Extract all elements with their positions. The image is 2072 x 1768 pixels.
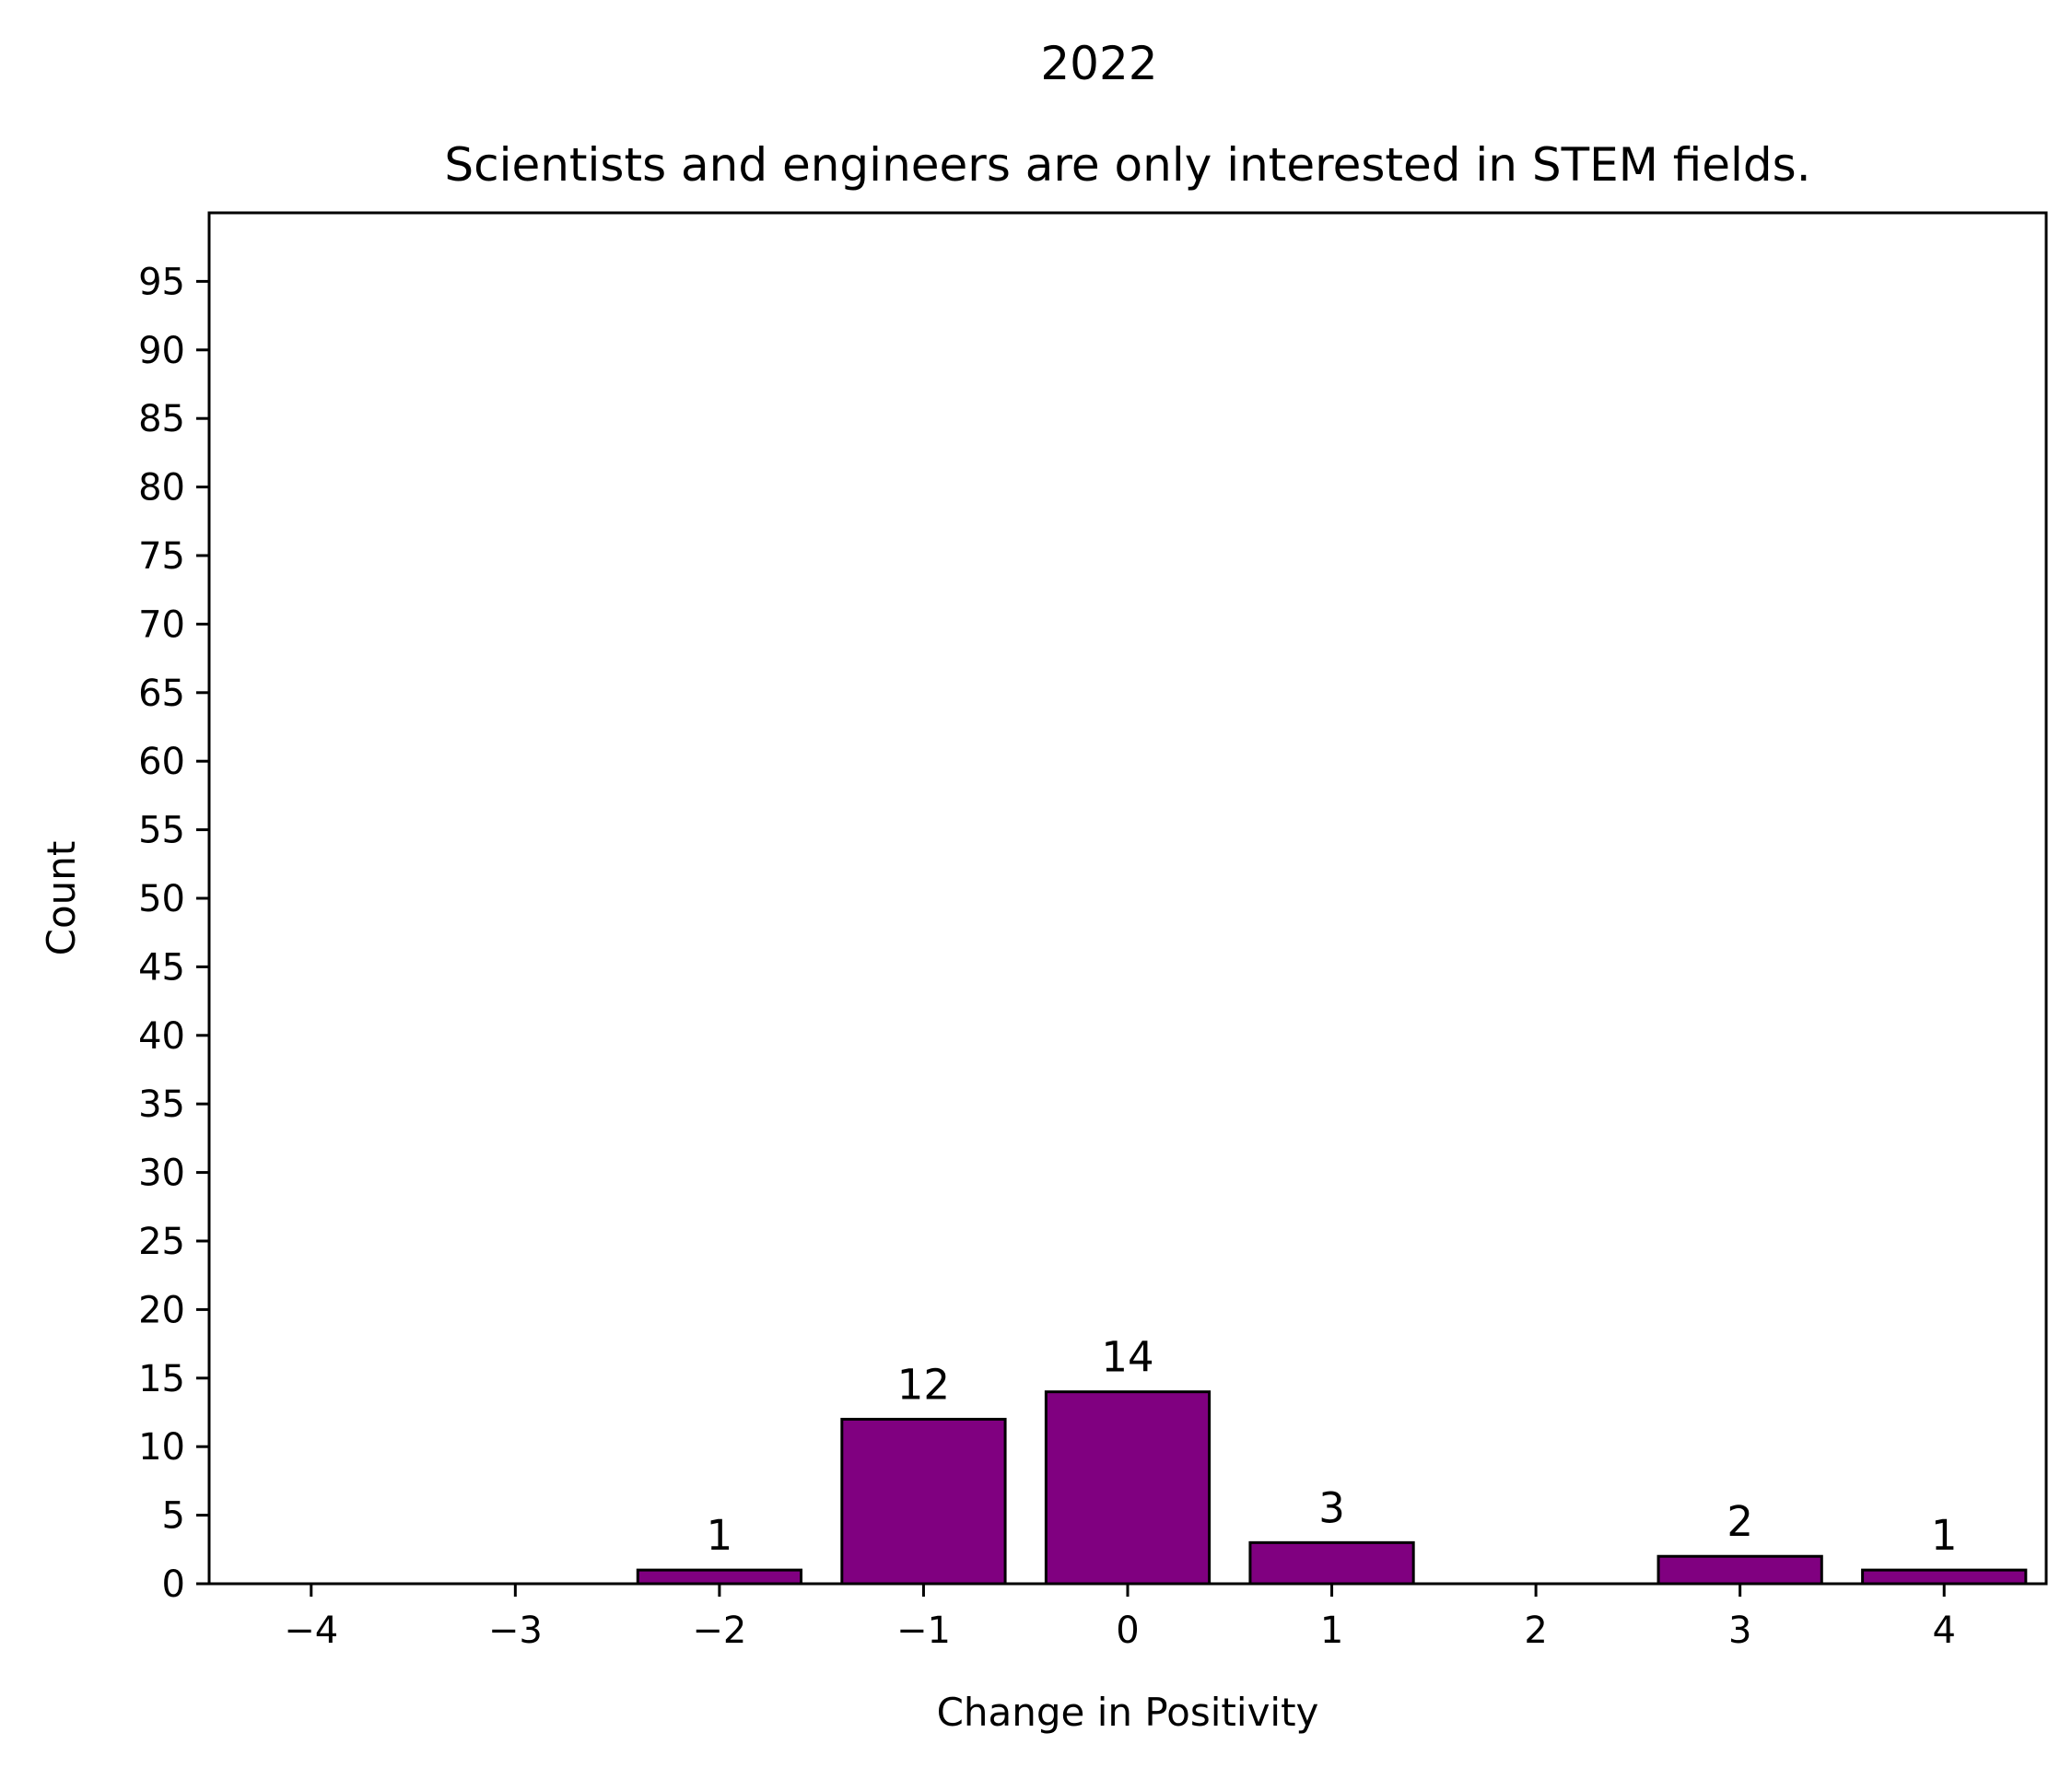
bar-data-label: 1 bbox=[1931, 1511, 1958, 1560]
bars-group bbox=[636, 1390, 2028, 1586]
x-tick-label: 4 bbox=[1932, 1610, 1955, 1652]
y-tick-label: 15 bbox=[138, 1358, 185, 1400]
y-axis-label: Count bbox=[39, 841, 84, 956]
y-tick-label: 65 bbox=[138, 673, 185, 715]
y-tick-label: 85 bbox=[138, 398, 185, 440]
x-tick-label: −4 bbox=[284, 1610, 338, 1652]
bar bbox=[1248, 1540, 1415, 1586]
x-tick-label: 0 bbox=[1116, 1610, 1139, 1652]
y-tick-label: 35 bbox=[138, 1083, 185, 1126]
bar bbox=[1044, 1390, 1212, 1586]
y-tick-label: 80 bbox=[138, 467, 185, 509]
x-tick-label: −2 bbox=[692, 1610, 746, 1652]
y-tick-label: 30 bbox=[138, 1153, 185, 1195]
y-tick-label: 25 bbox=[138, 1221, 185, 1263]
x-tick-label: 1 bbox=[1320, 1610, 1343, 1652]
bar-data-label: 12 bbox=[897, 1360, 950, 1409]
x-tick-label: 2 bbox=[1524, 1610, 1547, 1652]
x-axis-label: Change in Positivity bbox=[937, 1690, 1319, 1735]
bar-data-label: 2 bbox=[1727, 1497, 1753, 1546]
bar-data-label: 14 bbox=[1101, 1333, 1153, 1382]
y-tick-label: 45 bbox=[138, 946, 185, 989]
y-axis-ticks: 0 5 10 15 20 25 30 35 40 45 50 55 60 65 70 75 80 85 90 95 bbox=[138, 261, 209, 1606]
chart-suptitle: 2022 bbox=[1040, 37, 1157, 90]
bar bbox=[636, 1568, 803, 1586]
x-axis-ticks: −4 −3 −2 −1 0 1 2 3 4 bbox=[284, 1584, 1956, 1652]
bar-data-label: 1 bbox=[707, 1511, 733, 1560]
y-tick-label: 75 bbox=[138, 535, 185, 578]
y-tick-label: 40 bbox=[138, 1015, 185, 1058]
y-tick-label: 70 bbox=[138, 603, 185, 646]
y-tick-label: 20 bbox=[138, 1289, 185, 1331]
chart-title: Scientists and engineers are only intere… bbox=[444, 138, 1810, 192]
x-tick-label: 3 bbox=[1728, 1610, 1751, 1652]
x-tick-label: −1 bbox=[896, 1610, 951, 1652]
y-tick-label: 95 bbox=[138, 261, 185, 303]
x-tick-label: −3 bbox=[488, 1610, 543, 1652]
y-tick-label: 0 bbox=[162, 1563, 185, 1606]
bar bbox=[840, 1417, 1007, 1586]
bar bbox=[1656, 1554, 1823, 1586]
bar-data-label: 3 bbox=[1318, 1483, 1345, 1532]
y-tick-label: 50 bbox=[138, 878, 185, 920]
y-tick-label: 5 bbox=[162, 1495, 185, 1538]
y-tick-label: 60 bbox=[138, 741, 185, 783]
bar bbox=[1861, 1568, 2028, 1586]
bar-labels-group: 1 12 14 3 2 1 bbox=[707, 1333, 1958, 1560]
y-tick-label: 10 bbox=[138, 1426, 185, 1469]
y-tick-label: 55 bbox=[138, 810, 185, 852]
plot-area-frame bbox=[207, 211, 2048, 1586]
y-tick-label: 90 bbox=[138, 330, 185, 372]
